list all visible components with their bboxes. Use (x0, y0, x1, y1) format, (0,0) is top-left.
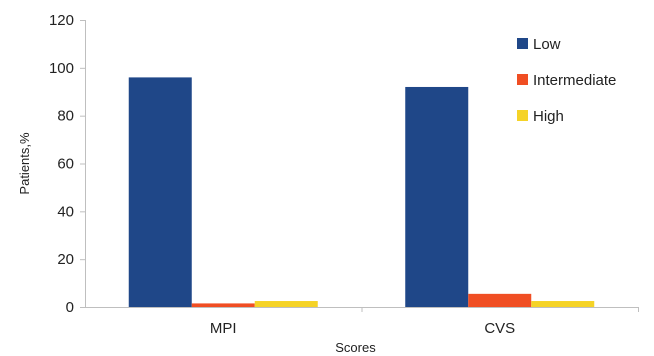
bar-intermediate-cvs (468, 293, 532, 307)
legend-label-low: Low (533, 36, 561, 53)
legend-swatch-low (517, 38, 528, 49)
y-tick-label: 60 (57, 156, 74, 173)
y-tick-label: 0 (66, 299, 74, 316)
y-axis: 0 20 40 60 80 100 120 (49, 12, 85, 316)
bar-high-cvs (531, 301, 595, 307)
legend-swatch-intermediate (517, 74, 528, 85)
legend-label-intermediate: Intermediate (533, 72, 616, 89)
bar-low-mpi (128, 77, 192, 308)
y-axis-title: Patients,% (17, 132, 32, 195)
y-tick-label: 120 (49, 12, 74, 29)
y-tick-label: 100 (49, 60, 74, 77)
bar-low-cvs (405, 86, 469, 307)
legend-swatch-high (517, 110, 528, 121)
y-tick-label: 40 (57, 203, 74, 220)
x-tick-label-mpi: MPI (210, 320, 237, 337)
x-tick-label-cvs: CVS (484, 320, 515, 337)
plot-area (128, 77, 595, 308)
legend-label-high: High (533, 108, 564, 125)
x-axis: MPI CVS (210, 307, 639, 337)
bar-intermediate-mpi (191, 303, 255, 307)
x-axis-title: Scores (335, 340, 376, 355)
y-tick-label: 80 (57, 108, 74, 125)
y-tick-label: 20 (57, 251, 74, 268)
bar-high-mpi (254, 301, 318, 307)
legend: Low Intermediate High (505, 26, 638, 126)
